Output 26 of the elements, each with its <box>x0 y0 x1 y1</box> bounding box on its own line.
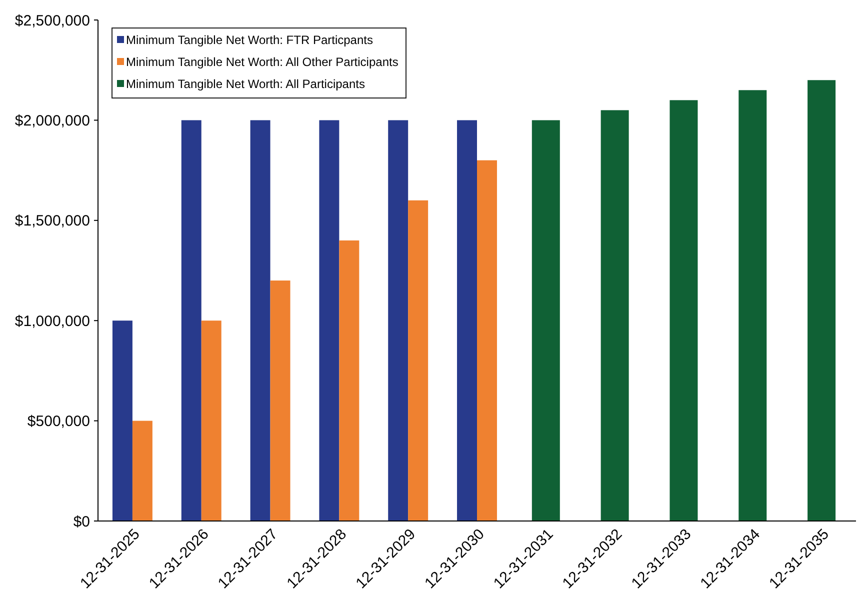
y-tick-label: $2,500,000 <box>14 12 90 30</box>
bar <box>201 320 222 521</box>
bar <box>112 320 132 521</box>
bar <box>600 110 629 521</box>
y-tick-label: $1,000,000 <box>14 312 90 330</box>
bar <box>408 200 428 521</box>
bar <box>132 420 152 521</box>
y-tick-label: $2,000,000 <box>14 112 90 130</box>
legend-label: Minimum Tangible Net Worth: All Participants <box>126 77 365 92</box>
bar <box>670 100 698 521</box>
bar <box>339 240 360 521</box>
bar <box>270 280 290 521</box>
bar <box>738 90 767 521</box>
bar <box>181 120 202 521</box>
bar <box>457 120 477 521</box>
bar <box>477 160 497 521</box>
y-tick-label: $500,000 <box>27 413 90 430</box>
y-tick-label: $0 <box>73 513 90 530</box>
bar <box>388 120 408 521</box>
bar <box>250 120 270 521</box>
legend-label: Minimum Tangible Net Worth: All Other Participants <box>126 55 398 70</box>
bar <box>808 80 836 521</box>
bar <box>532 120 560 521</box>
y-tick-label: $1,500,000 <box>14 212 90 230</box>
legend-label: Minimum Tangible Net Worth: FTR Particpants <box>126 33 373 48</box>
bar <box>319 120 340 521</box>
